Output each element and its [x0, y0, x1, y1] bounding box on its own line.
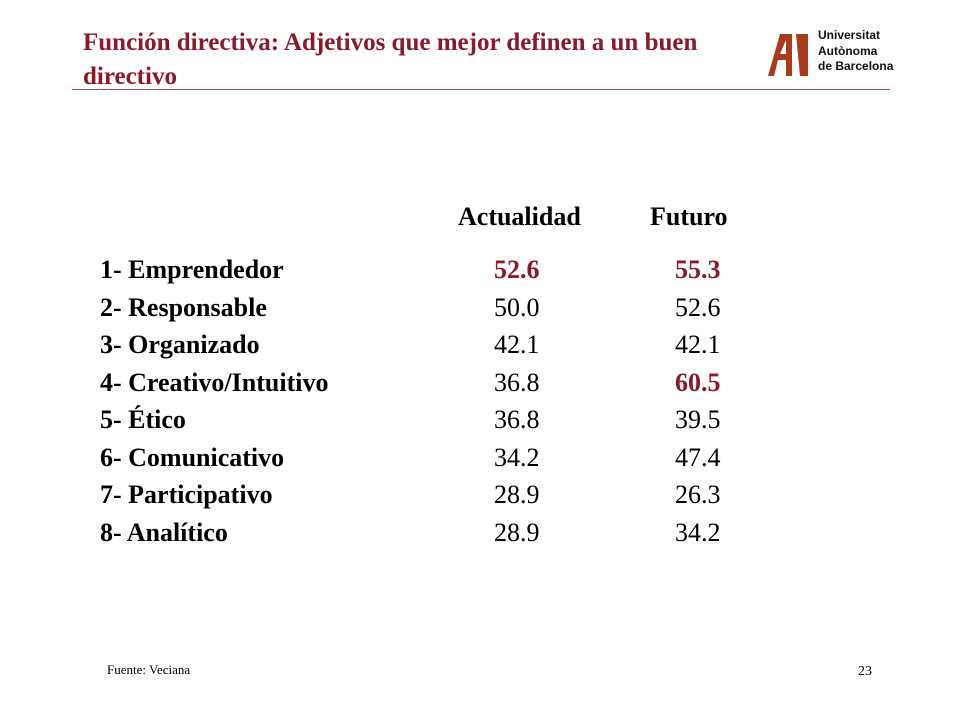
value-futuro: 47.4	[675, 442, 721, 472]
value-actualidad: 36.8	[494, 367, 540, 397]
slide-title: Función directiva: Adjetivos que mejor d…	[83, 29, 698, 90]
logo-line: de Barcelona	[818, 59, 894, 73]
value-actualidad: 42.1	[494, 330, 540, 359]
table-row: 8- Analítico 28.9 34.2	[100, 514, 800, 552]
value-futuro: 55.3	[675, 255, 721, 284]
title-divider	[72, 89, 890, 90]
row-label: 8- Analítico	[100, 517, 228, 547]
university-logo: Universitat Autònoma de Barcelona	[766, 28, 896, 80]
table-row: 4- Creativo/Intuitivo 36.8 60.5	[100, 364, 800, 402]
value-actualidad: 52.6	[494, 255, 540, 284]
row-label: 5- Ético	[100, 405, 186, 434]
table-row: 1- Emprendedor 52.6 55.3	[100, 251, 800, 289]
uab-logo-icon	[766, 30, 810, 78]
table-row: 7- Participativo 28.9 26.3	[100, 476, 800, 514]
row-label: 7- Participativo	[100, 480, 273, 509]
table-row: 6- Comunicativo 34.2 47.4	[100, 439, 800, 477]
value-futuro: 42.1	[675, 330, 721, 359]
row-label: 6- Comunicativo	[100, 442, 285, 472]
row-label: 2- Responsable	[100, 292, 267, 322]
row-label: 4- Creativo/Intuitivo	[100, 367, 329, 397]
table-body: 1- Emprendedor 52.6 55.3 2- Responsable 50.0…	[100, 251, 800, 551]
logo-line: Universitat	[818, 28, 881, 42]
table-row: 2- Responsable 50.0 52.6	[100, 289, 800, 327]
value-futuro: 34.2	[675, 517, 721, 547]
row-label: 1- Emprendedor	[100, 255, 284, 284]
table-row: 5- Ético 36.8 39.5	[100, 401, 800, 439]
logo-wordmark: Universitat Autònoma de Barcelona	[818, 28, 893, 75]
column-header-actualidad: Actualidad	[458, 202, 581, 231]
value-futuro: 52.6	[675, 292, 721, 322]
page-number: 23	[858, 664, 872, 679]
value-actualidad: 50.0	[494, 292, 540, 322]
table-row: 3- Organizado 42.1 42.1	[100, 326, 800, 364]
column-header-futuro: Futuro	[650, 202, 728, 231]
value-futuro: 60.5	[675, 367, 721, 397]
value-actualidad: 36.8	[494, 405, 540, 434]
row-label: 3- Organizado	[100, 330, 260, 359]
value-actualidad: 34.2	[494, 442, 540, 472]
value-futuro: 39.5	[675, 405, 721, 434]
value-futuro: 26.3	[675, 480, 721, 509]
logo-line: Autònoma	[818, 43, 878, 58]
value-actualidad: 28.9	[494, 517, 540, 547]
value-actualidad: 28.9	[494, 480, 540, 509]
source-note: Fuente: Veciana	[107, 662, 191, 677]
